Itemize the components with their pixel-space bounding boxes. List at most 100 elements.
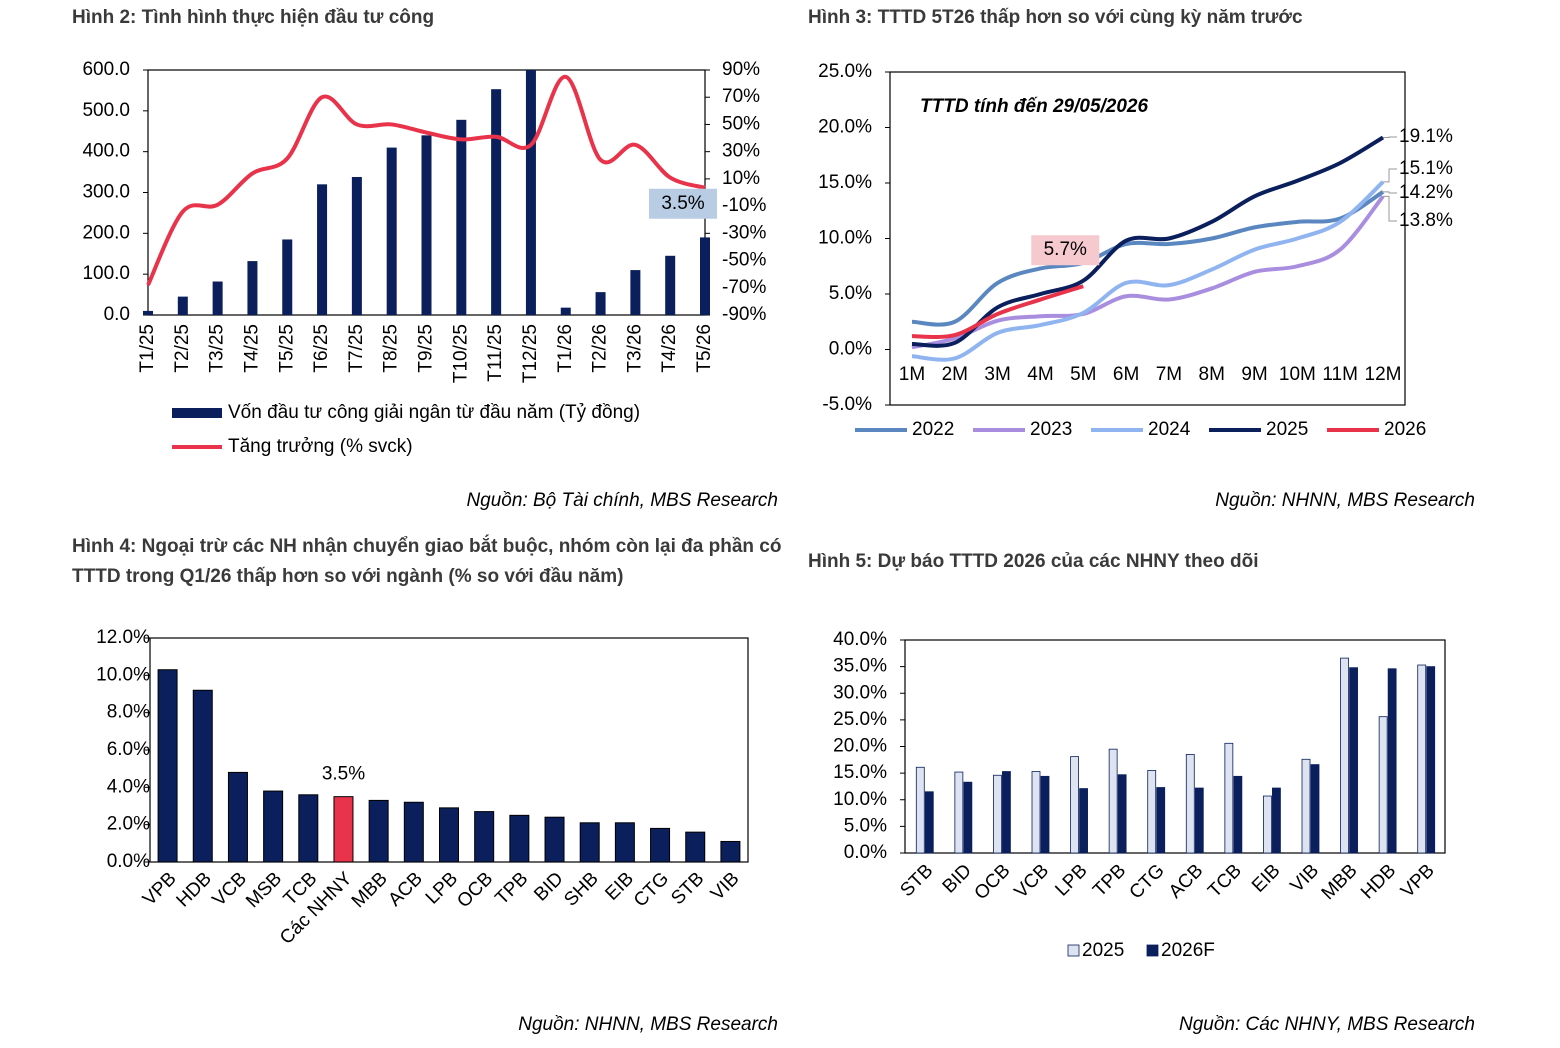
bar [924,791,934,854]
leader-line [1383,191,1397,194]
x-tick-label: VCB [209,868,251,910]
bar [1263,795,1272,854]
x-tick-label: T1/26 [555,324,576,373]
bar [1079,788,1088,854]
x-tick-label: T11/25 [485,324,506,382]
x-tick-label: T1/25 [137,324,158,373]
source: Nguồn: Bộ Tài chính, MBS Research [466,490,778,511]
y2-tick-label: 70% [722,86,760,107]
x-tick-label: T8/25 [381,324,402,373]
y2-tick-label: -90% [722,304,766,325]
y2-tick-label: -50% [722,250,766,271]
legend-label: 2025 [1266,419,1308,440]
x-tick-label: T5/25 [276,324,297,373]
data-label: 5.7% [1044,239,1087,260]
y-tick-label: 5.0% [829,283,872,304]
bar [421,135,432,315]
bar [474,811,495,863]
y-tick-label: 4.0% [107,776,150,797]
bar [177,296,188,315]
data-label: 3.5% [661,193,704,214]
series-line [146,74,706,286]
x-tick-label: VIB [707,868,744,905]
x-tick-label: 7M [1156,364,1182,385]
bar [439,807,459,863]
annotation: TTTD tính đến 29/05/2026 [920,96,1148,117]
x-tick-label: SHB [560,868,602,910]
bar [491,89,502,315]
y-tick-label: 40.0% [833,629,887,650]
bar [333,796,354,863]
bar [954,771,964,854]
legend-label: 2026 [1384,419,1426,440]
y-tick-label: 35.0% [833,656,887,677]
leader-line [1383,195,1397,222]
y-tick-label: 600.0 [82,59,130,80]
x-tick-label: 11M [1322,364,1358,385]
x-tick-label: T12/25 [520,324,541,383]
bar [963,781,973,854]
x-tick-label: MBB [1318,860,1362,904]
x-tick-label: T3/26 [624,324,645,373]
y-tick-label: 5.0% [844,815,887,836]
x-tick-label: VPB [1397,860,1439,902]
x-tick-label: BID [939,860,976,897]
bar [665,255,676,315]
bar [525,70,536,315]
bar [282,239,293,315]
bar [298,794,319,863]
y-tick-label: -5.0% [822,394,872,415]
data-label: 3.5% [322,764,365,785]
legend-label: Tăng trưởng (% svck) [228,436,413,457]
bar [143,310,153,315]
x-tick-label: T4/26 [659,324,680,373]
x-tick-label: 10M [1279,364,1316,385]
y-tick-label: 0.0 [104,304,130,325]
y-tick-label: 25.0% [833,709,887,730]
bar [386,147,397,315]
x-tick-label: STB [667,868,708,909]
x-tick-label: T3/25 [207,324,228,373]
x-tick-label: CTG [1126,860,1169,903]
bar [1002,771,1011,854]
y-tick-label: 12.0% [96,627,150,648]
x-tick-label: 8M [1199,364,1225,385]
x-tick-label: 9M [1241,364,1267,385]
x-tick-label: T2/25 [172,324,193,373]
y-tick-label: 2.0% [107,814,150,835]
data-label: 15.1% [1399,158,1453,179]
chart-title: Hình 4: Ngoại trừ các NH nhận chuyển gia… [72,536,782,587]
series-line [911,190,1385,327]
bar [1387,668,1397,854]
x-tick-label: CTG [630,868,673,911]
bar [1031,771,1041,854]
y-tick-label: 200.0 [82,222,130,243]
y-tick-label: 300.0 [82,182,130,203]
x-tick-label: T5/26 [694,324,715,373]
y-tick-label: 8.0% [107,702,150,723]
bar [192,689,213,863]
x-tick-label: 3M [984,364,1010,385]
y2-tick-label: -70% [722,277,766,298]
bar [1185,754,1195,854]
x-tick-label: OCB [971,860,1015,904]
label-box [649,188,717,219]
bar [1147,770,1157,854]
x-tick-label: 4M [1027,364,1053,385]
bar [1272,787,1281,854]
series-line [911,195,1385,350]
bar [579,822,600,863]
bar [544,816,565,863]
x-tick-label: MSB [242,868,286,912]
y-tick-label: 20.0% [833,736,887,757]
x-tick-label: ACB [1165,860,1207,902]
legend-swatch [172,408,222,418]
y-tick-label: 20.0% [818,117,872,138]
bar [212,281,223,315]
bar [1426,666,1436,854]
x-tick-label: LPB [422,868,462,908]
x-tick-label: VPB [139,868,181,910]
y-tick-label: 0.0% [829,339,872,360]
x-tick-label: ACB [384,868,426,910]
